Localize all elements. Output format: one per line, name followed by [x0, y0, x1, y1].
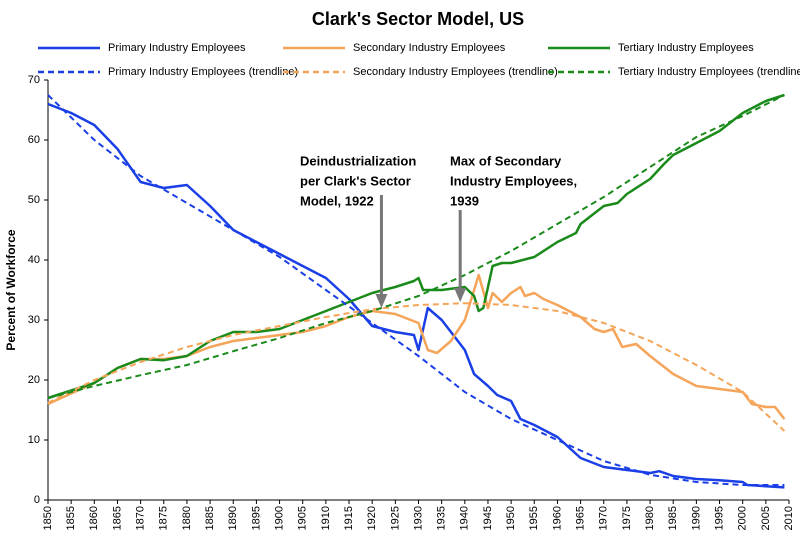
x-tick-label: 1975	[621, 506, 633, 530]
x-tick-label: 1910	[320, 506, 332, 530]
legend-label: Primary Industry Employees (trendline)	[108, 66, 298, 78]
x-tick-label: 1995	[713, 506, 725, 530]
x-tick-label: 1940	[459, 506, 471, 530]
x-tick-label: 1985	[667, 506, 679, 530]
annotation-arrowhead	[454, 288, 467, 302]
x-tick-label: 1955	[528, 506, 540, 530]
x-tick-label: 1865	[111, 506, 123, 530]
x-tick-label: 1945	[482, 506, 494, 530]
x-tick-label: 1880	[181, 506, 193, 530]
x-tick-label: 1905	[297, 506, 309, 530]
y-tick-label: 10	[28, 434, 40, 446]
x-tick-label: 1990	[690, 506, 702, 530]
y-axis-label: Percent of Workforce	[4, 229, 18, 350]
x-tick-label: 1930	[412, 506, 424, 530]
annotation-text: Model, 1922	[300, 193, 374, 208]
x-tick-label: 1890	[227, 506, 239, 530]
y-tick-label: 50	[28, 194, 40, 206]
legend-label: Tertiary Industry Employees	[618, 42, 754, 54]
x-tick-label: 1980	[644, 506, 656, 530]
x-tick-label: 1915	[343, 506, 355, 530]
x-tick-label: 1925	[389, 506, 401, 530]
x-tick-label: 1860	[88, 506, 100, 530]
y-tick-label: 60	[28, 134, 40, 146]
annotation-text: Deindustrialization	[300, 153, 416, 168]
x-tick-label: 1855	[65, 506, 77, 530]
x-tick-label: 1885	[204, 506, 216, 530]
y-tick-label: 70	[28, 74, 40, 86]
legend-label: Primary Industry Employees	[108, 42, 246, 54]
series-line	[47, 93, 785, 400]
series-line	[47, 94, 785, 486]
chart-title: Clark's Sector Model, US	[312, 9, 524, 29]
x-tick-label: 1870	[135, 506, 147, 530]
annotation-text: Max of Secondary	[450, 153, 562, 168]
x-tick-label: 1920	[366, 506, 378, 530]
x-tick-label: 1970	[598, 506, 610, 530]
x-tick-label: 1935	[436, 506, 448, 530]
x-tick-label: 1965	[575, 506, 587, 530]
legend-label: Secondary Industry Employees (trendline)	[353, 66, 558, 78]
series-line	[47, 102, 785, 489]
x-tick-label: 1850	[42, 506, 54, 530]
x-tick-label: 1900	[273, 506, 285, 530]
series-line	[47, 273, 786, 420]
annotation-text: per Clark's Sector	[300, 173, 411, 188]
x-tick-label: 1960	[551, 506, 563, 530]
y-tick-label: 0	[34, 494, 40, 506]
x-tick-label: 1895	[250, 506, 262, 530]
annotation-arrowhead	[375, 294, 388, 308]
x-tick-label: 2005	[760, 506, 772, 530]
series-line	[47, 302, 786, 432]
series-line	[47, 94, 785, 399]
legend-label: Tertiary Industry Employees (trendline)	[618, 66, 800, 78]
x-tick-label: 1875	[158, 506, 170, 530]
y-tick-label: 20	[28, 374, 40, 386]
annotation-text: 1939	[450, 193, 479, 208]
y-tick-label: 40	[28, 254, 40, 266]
x-tick-label: 1950	[505, 506, 517, 530]
x-tick-label: 2010	[783, 506, 795, 530]
legend-label: Secondary Industry Employees	[353, 42, 506, 54]
y-tick-label: 30	[28, 314, 40, 326]
annotation-text: Industry Employees,	[450, 173, 577, 188]
x-tick-label: 2000	[737, 506, 749, 530]
